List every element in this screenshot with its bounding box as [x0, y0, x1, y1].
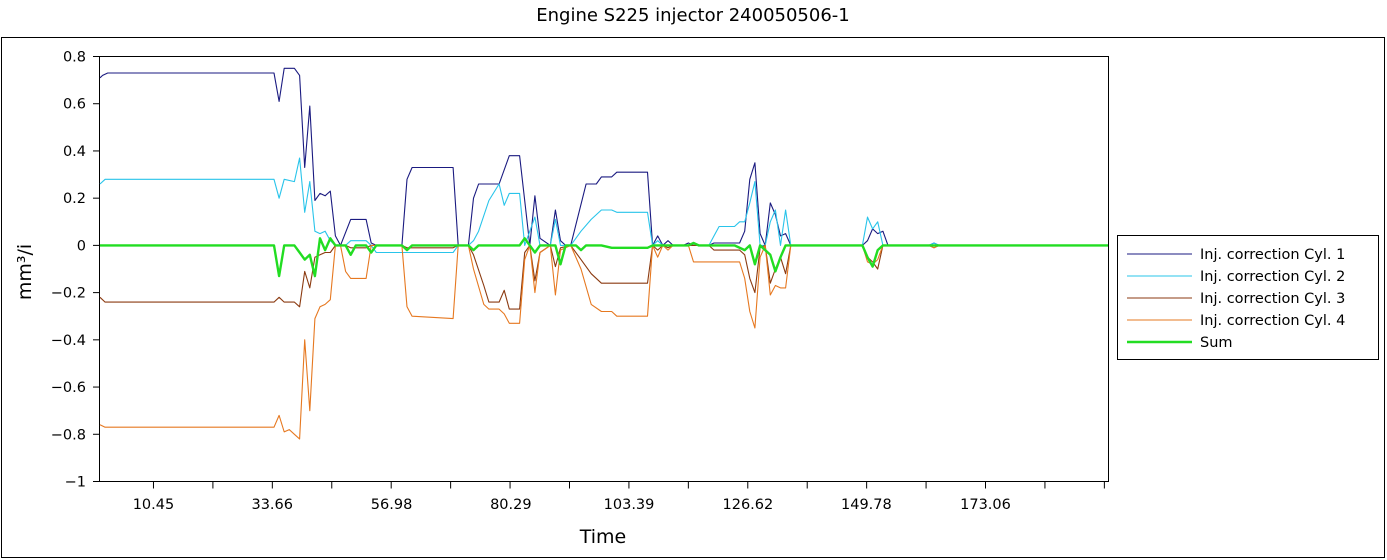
legend-label: Inj. correction Cyl. 3	[1200, 291, 1345, 307]
series-line-5	[100, 237, 1108, 278]
x-tick-label: 126.62	[723, 497, 774, 513]
y-tick-label: −0.8	[51, 427, 86, 443]
chart-title: Engine S225 injector 240050506-1	[536, 5, 850, 26]
y-tick-label: 0.2	[63, 191, 86, 207]
x-axis: 10.45 33.66 56.98 80.29 103.39 126.62 149.78 17…	[133, 481, 1105, 513]
legend-label: Sum	[1200, 335, 1233, 351]
y-axis-label: mm³/i	[14, 244, 36, 300]
x-tick-label: 173.06	[960, 497, 1011, 513]
y-tick-label: 0.6	[63, 97, 86, 113]
x-tick-label: 80.29	[490, 497, 532, 513]
series-line-2	[99, 157, 1108, 254]
y-tick-label: −0.2	[51, 286, 86, 302]
y-tick-label: −0.4	[51, 333, 86, 349]
x-tick-label: 149.78	[841, 497, 892, 513]
y-tick-label: 0.8	[63, 50, 86, 66]
x-tick-label: 56.98	[371, 497, 413, 513]
x-tick-label: 103.39	[604, 497, 655, 513]
y-tick-label: −1	[65, 475, 86, 491]
x-tick-label: 33.66	[251, 497, 293, 513]
legend-label: Inj. correction Cyl. 1	[1200, 247, 1345, 263]
plot-area	[99, 56, 1109, 482]
series-line-4	[99, 244, 1108, 440]
y-tick-label: −0.6	[51, 380, 86, 396]
legend-label: Inj. correction Cyl. 2	[1200, 269, 1345, 285]
x-tick-label: 10.45	[133, 497, 175, 513]
y-tick-label: 0.4	[63, 144, 86, 160]
legend: Inj. correction Cyl. 1 Inj. correction Cy…	[1117, 235, 1379, 360]
y-axis: 0.8 0.6 0.4 0.2 0 −0.2 −0.4 −0.6 −0.8 −1	[51, 50, 100, 491]
x-axis-label: Time	[579, 526, 627, 548]
y-tick-label: 0	[77, 238, 86, 254]
legend-label: Inj. correction Cyl. 4	[1200, 313, 1345, 329]
series-lines	[99, 67, 1108, 440]
